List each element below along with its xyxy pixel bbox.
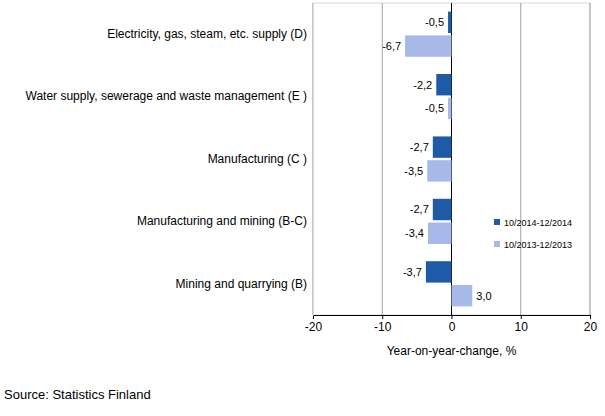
category-label: Manufacturing (C ) [208, 152, 307, 166]
plot: -0,5-2,2-2,7-2,7-3,7-6,7-0,5-3,5-3,43,0-… [26, 3, 598, 334]
legend-label: 10/2013-12/2013 [504, 240, 572, 250]
tick-mark [382, 315, 383, 319]
data-label: -0,5 [425, 102, 444, 114]
tick-label: 0 [449, 320, 456, 334]
data-label: -2,2 [413, 79, 432, 91]
tick-mark [521, 315, 522, 319]
bar [448, 12, 451, 33]
legend-label: 10/2014-12/2014 [504, 218, 572, 228]
grid [313, 3, 590, 315]
tick: -10 [374, 315, 392, 334]
data-label: -3,7 [403, 266, 422, 278]
bar [433, 199, 452, 220]
grid-line [313, 3, 314, 315]
bars [405, 12, 472, 307]
bar [428, 223, 452, 244]
bar [405, 35, 451, 56]
tick-mark [590, 315, 591, 319]
tick-mark [452, 315, 453, 319]
category-label: Manufacturing and mining (B-C) [137, 214, 307, 228]
y-axis-line [313, 4, 314, 316]
tick: Manufacturing and mining (B-C) [137, 214, 313, 228]
chart: -0,5-2,2-2,7-2,7-3,7-6,7-0,5-3,5-3,43,0-… [0, 0, 605, 416]
bar [436, 74, 451, 95]
data-label: -3,4 [405, 227, 424, 239]
bar [427, 160, 451, 181]
data-labels: -0,5 -2,2 -2,7 -2,7 -3,7 -6,7 -0,5 -3,5 -3,4 3,0 [382, 16, 491, 301]
category-label: Electricity, gas, steam, etc. supply (D) [107, 27, 307, 41]
data-label: -3,5 [404, 165, 423, 177]
bar [426, 261, 452, 282]
bar [433, 136, 452, 157]
x-axis-line [314, 316, 591, 320]
bar [448, 98, 451, 119]
legend-item: 10/2013-12/2013 [494, 240, 572, 250]
tick: 20 [584, 315, 598, 334]
tick: Mining and quarrying (B) [176, 277, 313, 291]
tick: -20 [305, 315, 323, 334]
legend-swatch [494, 219, 500, 225]
grid-line [590, 3, 591, 315]
x-axis: -20 -10 0 10 20 [305, 315, 598, 334]
data-label: -2,7 [410, 141, 429, 153]
grid-line [520, 3, 521, 315]
tick: 10 [515, 315, 529, 334]
tick-label: -20 [305, 320, 323, 334]
x-axis-title: Year-on-year-change, % [387, 344, 517, 358]
data-label: -2,7 [410, 203, 429, 215]
legend-swatch [494, 241, 500, 247]
tick: Manufacturing (C ) [208, 152, 313, 166]
tick-mark [313, 315, 314, 319]
y-axis: Electricity, gas, steam, etc. supply (D)… [26, 4, 314, 316]
category-label: Water supply, sewerage and waste managem… [26, 89, 307, 103]
tick-label: 20 [584, 320, 598, 334]
tick-label: 10 [515, 320, 529, 334]
bar [452, 285, 473, 306]
category-label: Mining and quarrying (B) [176, 277, 307, 291]
data-label: -6,7 [382, 40, 401, 52]
legend-item: 10/2014-12/2014 [494, 218, 572, 228]
tick: Electricity, gas, steam, etc. supply (D) [107, 27, 313, 41]
annotation: Source: Statistics Finland [4, 387, 151, 402]
data-label: 3,0 [476, 290, 491, 302]
legend: 10/2014-12/2014 10/2013-12/2013 [494, 218, 572, 250]
tick-label: -10 [374, 320, 392, 334]
tick: Water supply, sewerage and waste managem… [26, 89, 313, 103]
data-label: -0,5 [425, 16, 444, 28]
plot-frame [313, 3, 590, 315]
tick: 0 [449, 315, 456, 334]
